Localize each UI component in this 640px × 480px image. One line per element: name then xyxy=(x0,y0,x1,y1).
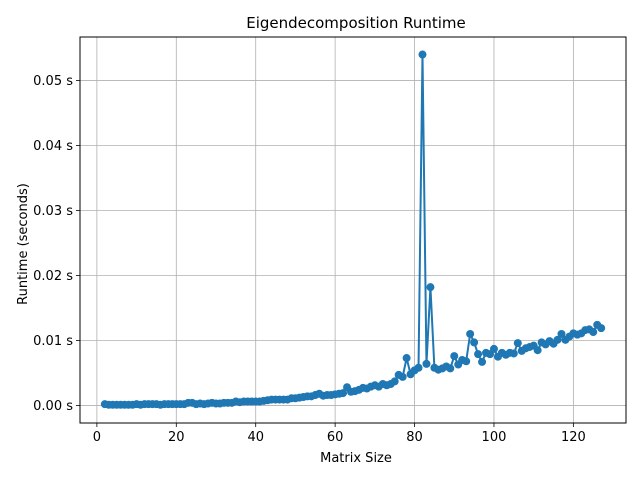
data-point xyxy=(478,357,487,366)
grid-lines xyxy=(80,37,626,423)
y-tick-label: 0.01 s xyxy=(33,334,73,349)
data-point xyxy=(450,352,459,361)
data-point xyxy=(398,372,407,381)
x-tick-label: 0 xyxy=(93,430,101,445)
x-axis-label: Matrix Size xyxy=(320,451,392,466)
data-point xyxy=(489,344,498,353)
data-point xyxy=(462,357,471,366)
data-point xyxy=(474,350,483,359)
data-point xyxy=(414,363,423,372)
data-point xyxy=(339,389,348,398)
x-tick-label: 100 xyxy=(482,430,507,445)
data-point xyxy=(557,329,566,338)
axis-ticks: 0 20 40 60 80 100 120 0.00 s 0.01 s 0.02 s 0.03 s 0… xyxy=(33,74,586,445)
data-point xyxy=(533,346,542,355)
data-point xyxy=(597,324,606,333)
data-point xyxy=(422,359,431,368)
x-tick-label: 80 xyxy=(406,430,423,445)
runtime-series xyxy=(100,50,606,409)
y-tick-label: 0.00 s xyxy=(33,399,73,414)
y-tick-label: 0.03 s xyxy=(33,204,73,219)
data-point xyxy=(402,354,411,363)
data-point xyxy=(466,329,475,338)
series-line xyxy=(104,53,602,406)
x-tick-label: 60 xyxy=(327,430,344,445)
y-axis-label: Runtime (seconds) xyxy=(16,183,31,305)
data-point xyxy=(390,377,399,386)
chart-title: Eigendecomposition Runtime xyxy=(246,14,466,32)
data-point xyxy=(553,335,562,344)
data-point xyxy=(446,364,455,373)
y-tick-label: 0.05 s xyxy=(33,74,73,89)
data-point xyxy=(513,339,522,348)
x-tick-label: 20 xyxy=(168,430,185,445)
x-tick-label: 40 xyxy=(247,430,264,445)
data-point xyxy=(589,328,598,337)
plot-area-frame xyxy=(79,36,627,424)
data-point xyxy=(470,338,479,347)
data-point xyxy=(418,50,427,59)
y-tick-label: 0.04 s xyxy=(33,139,73,154)
data-point xyxy=(509,349,518,358)
y-tick-label: 0.02 s xyxy=(33,269,73,284)
x-tick-label: 120 xyxy=(561,430,586,445)
data-point xyxy=(426,283,435,292)
